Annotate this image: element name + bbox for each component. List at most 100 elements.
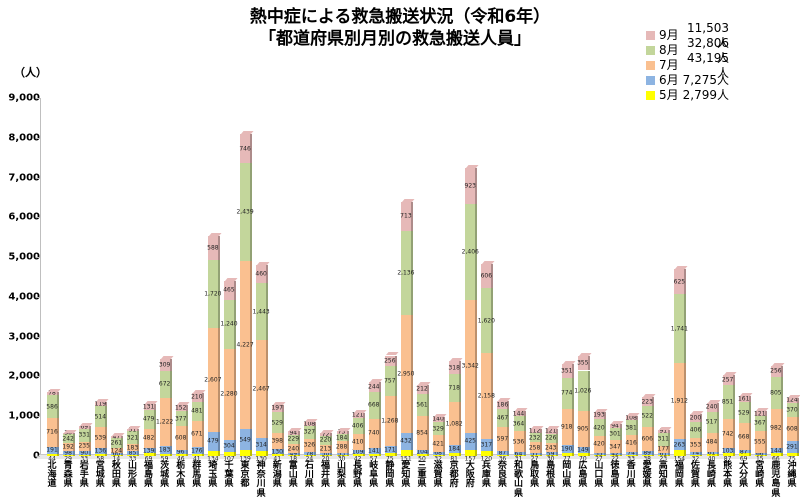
data-label: 220 xyxy=(319,436,332,444)
bar-segment-side xyxy=(121,453,124,456)
x-tick-label: 鳥取県 xyxy=(530,461,540,490)
bar-segment-side xyxy=(491,264,494,289)
data-label: 85 xyxy=(128,449,137,457)
bar-segment-side xyxy=(394,365,397,396)
bar-segment-side xyxy=(378,418,381,449)
bar-segment: 258 xyxy=(529,442,542,453)
data-label: 23 xyxy=(659,455,668,463)
data-label: 364 xyxy=(512,420,525,428)
bar-segment: 103 xyxy=(722,447,735,454)
bar-segment: 716 xyxy=(46,418,60,447)
bar-segment-side xyxy=(73,450,76,455)
bar-segment-side xyxy=(233,281,236,300)
bar-segment-side xyxy=(764,455,767,456)
bar-segment: 465 xyxy=(223,281,236,300)
bar-14: 41 130 398 529 197 xyxy=(271,401,286,463)
bar-segment-side xyxy=(185,405,188,412)
bar-segment: 57 xyxy=(529,450,542,457)
bar-segment-side xyxy=(362,417,365,434)
bar-segment-side xyxy=(346,441,349,453)
bar-segment: 41 xyxy=(272,454,285,463)
data-label: 257 xyxy=(721,376,734,384)
bar-segment: 381 xyxy=(625,420,639,436)
y-tick-label: 6,000 xyxy=(8,211,40,223)
y-axis: 01,0002,0003,0004,0005,0006,0007,0008,00… xyxy=(0,0,40,500)
data-label: 347 xyxy=(609,443,621,451)
bar-10: 134 479 2,607 1,720 588 xyxy=(204,233,221,463)
bar-29: 31 64 536 364 144 xyxy=(512,407,528,463)
bar-segment-side xyxy=(121,448,124,454)
bar-segment-side xyxy=(378,382,381,393)
data-label: 370 xyxy=(786,406,798,414)
bar-segment-side xyxy=(362,450,365,455)
data-label: 61 xyxy=(707,449,716,457)
bar-segment-side xyxy=(587,447,590,454)
bar-segment: 14 xyxy=(111,455,124,463)
bar-segment-side xyxy=(282,412,285,434)
bar-segment-side xyxy=(459,445,462,453)
bar-segment-side xyxy=(732,452,735,456)
data-label: 64 xyxy=(514,450,523,458)
data-label: 149 xyxy=(577,446,589,454)
data-label: 193 xyxy=(593,411,605,419)
data-label: 124 xyxy=(786,396,798,404)
bar-segment: 81 xyxy=(449,452,462,463)
bar-segment-side xyxy=(105,426,108,449)
legend-month: 7月 xyxy=(659,58,679,72)
bar-segment-side xyxy=(250,260,253,429)
data-label: 68 xyxy=(434,449,442,457)
data-label: 608 xyxy=(174,434,187,442)
bar-segment-side xyxy=(394,355,397,366)
bar-segment: 235 xyxy=(78,441,92,452)
bar-segment: 33 xyxy=(626,454,639,463)
bar-segment-side xyxy=(57,446,60,455)
data-label: 61 xyxy=(659,450,668,458)
bar-segment-side xyxy=(330,455,333,456)
data-label: 1,741 xyxy=(670,325,688,333)
x-tick-label: 秋田県 xyxy=(111,461,121,490)
bar-segment: 243 xyxy=(545,442,558,453)
data-label: 69 xyxy=(80,423,89,431)
bar-segment-side xyxy=(362,412,365,418)
bar-segment: 72 xyxy=(320,431,333,438)
data-label: 30 xyxy=(64,429,72,437)
bar-segment: 98 xyxy=(63,449,76,456)
bar-segment: 78 xyxy=(304,450,317,457)
bar-segment: 31 xyxy=(513,454,526,463)
bar-segment-side xyxy=(330,453,333,456)
bar-segment: 367 xyxy=(754,416,767,431)
bar-segment-side xyxy=(410,230,413,316)
data-label: 33 xyxy=(627,455,635,463)
data-label: 314 xyxy=(255,441,267,449)
bar-segment-side xyxy=(137,431,140,445)
data-label: 522 xyxy=(641,412,653,420)
bar-segment: 406 xyxy=(690,421,703,438)
data-label: 851 xyxy=(721,398,734,406)
x-tick-label: 埼玉県 xyxy=(208,461,218,490)
data-label: 81 xyxy=(450,455,458,463)
data-label: 854 xyxy=(416,429,428,437)
data-label: 44 xyxy=(48,455,56,463)
bar-segment: 144 xyxy=(770,447,783,454)
bar-segment: 529 xyxy=(271,412,285,434)
bar-segment-side xyxy=(620,427,623,440)
data-label: 536 xyxy=(512,438,525,446)
bar-segment-side xyxy=(427,385,429,394)
x-tick-label: 岐阜県 xyxy=(369,461,379,490)
bar-segment: 152 xyxy=(175,405,188,412)
data-label: 184 xyxy=(335,434,348,442)
bar-segment-side xyxy=(153,447,156,454)
bar-segment-side xyxy=(732,385,735,419)
bar-segment-side xyxy=(314,425,317,439)
bar-31: 30 59 243 226 121 xyxy=(545,426,560,463)
x-tick-label: 富山県 xyxy=(288,461,298,490)
bar-segment-side xyxy=(636,415,639,421)
data-label: 74 xyxy=(627,449,635,457)
data-label: 87 xyxy=(498,449,507,457)
bar-40: 32 74 353 406 200 xyxy=(690,410,704,463)
bar-segment: 59 xyxy=(545,450,558,457)
bar-segment-side xyxy=(620,423,623,428)
bar-13: 130 314 2,467 1,443 460 xyxy=(253,261,270,463)
legend-swatch-sep xyxy=(646,31,655,40)
bar-segment-side xyxy=(89,428,92,442)
